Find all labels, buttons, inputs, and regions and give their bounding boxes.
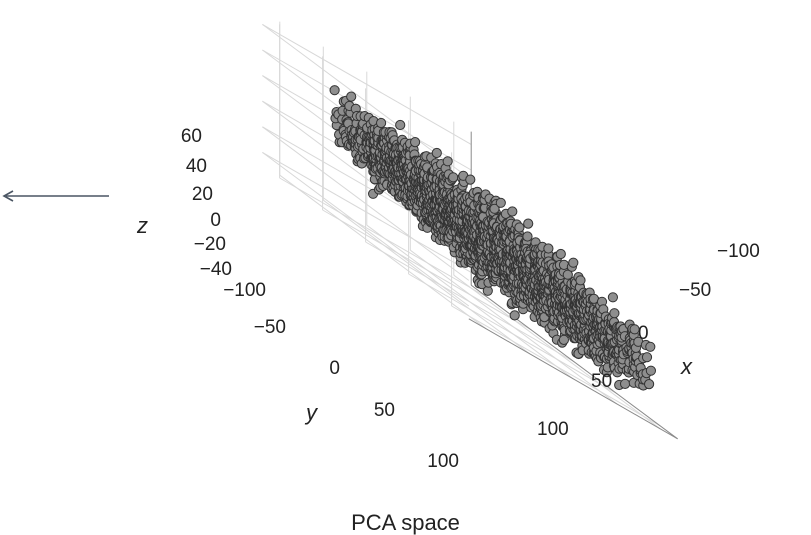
data-point <box>645 341 656 352</box>
data-point <box>448 172 459 183</box>
data-point <box>568 257 579 268</box>
data-point <box>641 352 653 363</box>
z-tick-0: 0 <box>210 210 221 231</box>
data-point <box>522 231 533 242</box>
data-point <box>609 308 620 319</box>
data-point <box>431 147 442 159</box>
grid-line <box>365 241 575 363</box>
data-point <box>514 222 525 233</box>
data-point <box>629 324 640 335</box>
z-axis-label: z <box>136 213 148 238</box>
grid-line <box>451 305 661 427</box>
grid-line <box>322 209 532 331</box>
data-point <box>523 218 534 229</box>
points-layer <box>329 85 657 391</box>
grid-line <box>408 273 618 395</box>
data-point <box>346 91 357 102</box>
x-axis-line <box>468 318 678 440</box>
y-tick-minus-100: −100 <box>223 280 266 301</box>
x-tick-100: 100 <box>537 419 569 440</box>
data-point <box>410 137 421 148</box>
data-point <box>465 174 476 185</box>
z-tick-minus-40: −40 <box>200 259 232 280</box>
data-point <box>645 365 657 376</box>
x-tick-0: 0 <box>638 323 649 344</box>
data-point <box>562 269 573 280</box>
z-tick-minus-20: −20 <box>194 234 226 255</box>
z-tick-20: 20 <box>192 184 213 205</box>
left-arrow-annotation <box>2 190 109 202</box>
data-point <box>555 248 566 260</box>
data-point <box>507 206 518 217</box>
grid-line <box>262 23 472 145</box>
data-point <box>509 310 520 321</box>
y-tick-100: 100 <box>427 451 459 472</box>
chart-title: PCA space <box>351 510 460 535</box>
z-tick-40: 40 <box>186 156 207 177</box>
data-point <box>575 275 586 286</box>
data-point <box>489 203 500 214</box>
y-tick-0: 0 <box>329 358 340 379</box>
grid-line <box>279 177 489 299</box>
data-point <box>543 243 554 254</box>
data-point <box>495 197 506 208</box>
z-tick-60: 60 <box>181 126 202 147</box>
y-tick-minus-50: −50 <box>254 317 286 338</box>
data-point <box>620 378 631 389</box>
grid-line <box>262 126 470 281</box>
grid-line <box>262 151 470 307</box>
x-tick-minus-50: −50 <box>679 280 711 301</box>
data-point <box>558 334 570 345</box>
data-point <box>442 156 453 167</box>
x-tick-50: 50 <box>591 371 612 392</box>
data-point <box>376 117 387 129</box>
data-point <box>329 85 340 96</box>
grid-line <box>262 151 472 273</box>
x-axis-label: x <box>680 354 693 379</box>
y-tick-50: 50 <box>374 400 395 421</box>
data-point <box>607 292 619 303</box>
ticks-layer: 60 40 20 0 −20 −40 −100 −50 0 50 100 −10… <box>136 126 760 472</box>
y-axis-label: y <box>304 400 319 425</box>
data-point <box>644 379 655 390</box>
arrow-head <box>2 190 14 202</box>
data-point <box>395 119 406 131</box>
y-axis-line <box>470 284 678 440</box>
x-tick-minus-100: −100 <box>717 241 760 262</box>
